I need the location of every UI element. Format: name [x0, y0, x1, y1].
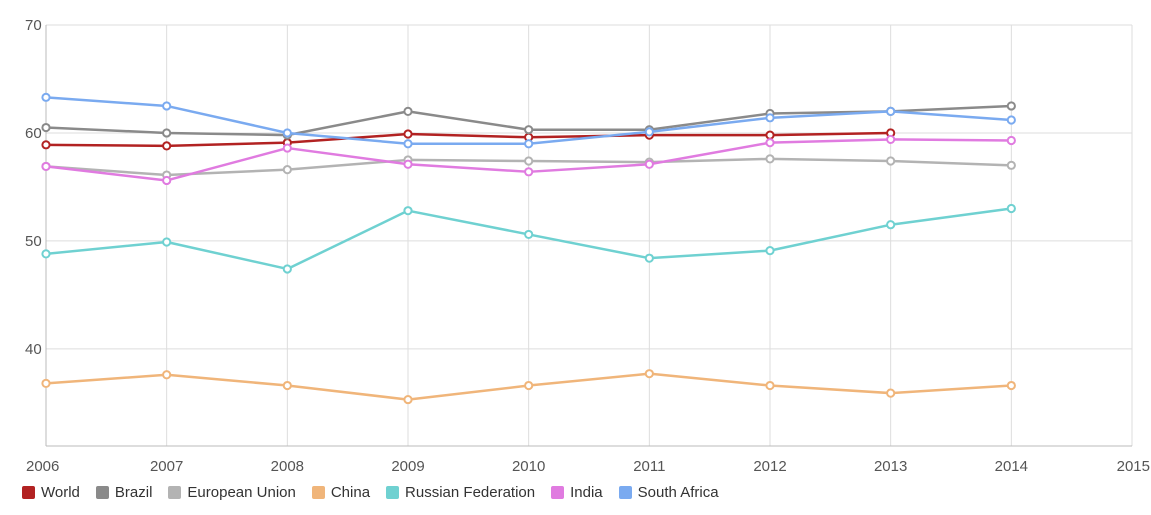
- y-tick-label: 50: [25, 233, 42, 250]
- series-lines: [41, 92, 1016, 405]
- legend-item-world[interactable]: World: [22, 484, 80, 501]
- grid: [45, 24, 1133, 446]
- data-point-brazil[interactable]: [403, 106, 413, 116]
- axes: [45, 25, 1132, 447]
- series-south-africa: [41, 92, 1016, 149]
- legend-item-european-union[interactable]: European Union: [168, 484, 296, 501]
- legend: World Brazil European Union China Russian Fe…: [22, 484, 735, 501]
- data-point-china[interactable]: [162, 370, 172, 380]
- legend-swatch: [311, 486, 325, 499]
- data-point-india[interactable]: [41, 161, 51, 172]
- data-point-russian-federation[interactable]: [403, 206, 413, 216]
- x-tick-label: 2006: [26, 458, 59, 475]
- data-point-south-africa[interactable]: [765, 113, 775, 123]
- legend-item-brazil[interactable]: Brazil: [95, 484, 153, 501]
- data-point-brazil[interactable]: [41, 122, 51, 133]
- data-point-russian-federation[interactable]: [524, 229, 534, 240]
- x-tick-label: 2010: [512, 458, 545, 475]
- y-tick-label: 40: [25, 341, 42, 358]
- data-point-world[interactable]: [403, 129, 413, 139]
- data-point-china[interactable]: [765, 380, 775, 391]
- legend-swatch: [22, 486, 35, 499]
- data-point-india[interactable]: [765, 138, 775, 148]
- legend-item-south-africa[interactable]: South Africa: [618, 484, 719, 501]
- data-point-world[interactable]: [765, 130, 775, 140]
- data-point-south-africa[interactable]: [282, 128, 292, 138]
- legend-label: European Union: [187, 484, 296, 501]
- data-point-russian-federation[interactable]: [1006, 203, 1016, 214]
- data-point-china[interactable]: [41, 378, 51, 388]
- series-china: [41, 369, 1016, 405]
- legend-item-china[interactable]: China: [311, 484, 371, 501]
- data-point-china[interactable]: [403, 394, 413, 405]
- series-india: [41, 134, 1016, 186]
- data-point-world[interactable]: [41, 140, 51, 150]
- data-point-russian-federation[interactable]: [765, 246, 775, 256]
- data-point-india[interactable]: [403, 159, 413, 169]
- data-point-russian-federation[interactable]: [162, 237, 172, 247]
- legend-label: Brazil: [114, 484, 153, 501]
- data-point-south-africa[interactable]: [41, 92, 51, 102]
- x-tick-label: 2014: [995, 458, 1028, 475]
- data-point-india[interactable]: [162, 175, 172, 186]
- data-point-european-union[interactable]: [524, 156, 534, 166]
- data-point-south-africa[interactable]: [524, 139, 534, 149]
- legend-label: China: [330, 484, 371, 501]
- legend-label: South Africa: [637, 484, 719, 501]
- legend-item-russian-federation[interactable]: Russian Federation: [386, 484, 535, 501]
- legend-item-india[interactable]: India: [551, 484, 603, 501]
- x-tick-label: 2009: [391, 458, 424, 475]
- data-point-european-union[interactable]: [1006, 160, 1016, 170]
- data-point-brazil[interactable]: [162, 128, 172, 138]
- data-point-china[interactable]: [524, 380, 534, 391]
- data-point-south-africa[interactable]: [162, 101, 172, 111]
- x-tick-label: 2012: [753, 458, 786, 475]
- data-point-china[interactable]: [644, 369, 654, 379]
- legend-swatch: [95, 486, 109, 499]
- legend-swatch: [618, 486, 632, 499]
- data-point-brazil[interactable]: [524, 125, 534, 135]
- data-point-russian-federation[interactable]: [886, 220, 896, 230]
- series-russian-federation: [41, 203, 1016, 274]
- tick-labels: 2006 2007 2008 2009 2010 2011 2012 2013 2014 2015…: [25, 17, 1150, 475]
- data-point-china[interactable]: [886, 388, 896, 398]
- data-point-russian-federation[interactable]: [644, 253, 654, 263]
- data-point-world[interactable]: [162, 141, 172, 151]
- data-point-european-union[interactable]: [765, 154, 775, 164]
- data-point-european-union[interactable]: [282, 165, 292, 175]
- legend-swatch: [551, 486, 565, 499]
- data-point-china[interactable]: [282, 380, 292, 391]
- legend-label: World: [41, 484, 80, 501]
- series-line-world: [44, 131, 892, 148]
- x-tick-label: 2008: [271, 458, 304, 475]
- legend-label: India: [570, 484, 603, 501]
- data-point-brazil[interactable]: [1006, 101, 1016, 111]
- data-point-india[interactable]: [644, 159, 654, 169]
- data-point-european-union[interactable]: [886, 156, 896, 166]
- legend-swatch: [386, 486, 400, 499]
- data-point-russian-federation[interactable]: [282, 264, 292, 274]
- data-point-south-africa[interactable]: [886, 106, 896, 116]
- legend-swatch: [168, 486, 182, 499]
- data-point-india[interactable]: [524, 167, 534, 177]
- data-point-russian-federation[interactable]: [41, 249, 51, 259]
- data-point-south-africa[interactable]: [644, 127, 654, 137]
- x-tick-label: 2011: [633, 458, 665, 475]
- y-tick-label: 70: [25, 17, 42, 34]
- x-tick-label: 2007: [150, 458, 183, 475]
- data-point-india[interactable]: [1006, 135, 1016, 146]
- legend-label: Russian Federation: [405, 484, 536, 501]
- x-tick-label: 2013: [874, 458, 907, 475]
- data-point-india[interactable]: [282, 143, 292, 153]
- y-tick-label: 60: [25, 125, 42, 142]
- data-point-south-africa[interactable]: [1006, 115, 1016, 125]
- data-point-india[interactable]: [886, 134, 896, 145]
- data-point-china[interactable]: [1006, 380, 1016, 391]
- x-tick-label: 2015: [1117, 458, 1150, 475]
- data-point-south-africa[interactable]: [403, 139, 413, 149]
